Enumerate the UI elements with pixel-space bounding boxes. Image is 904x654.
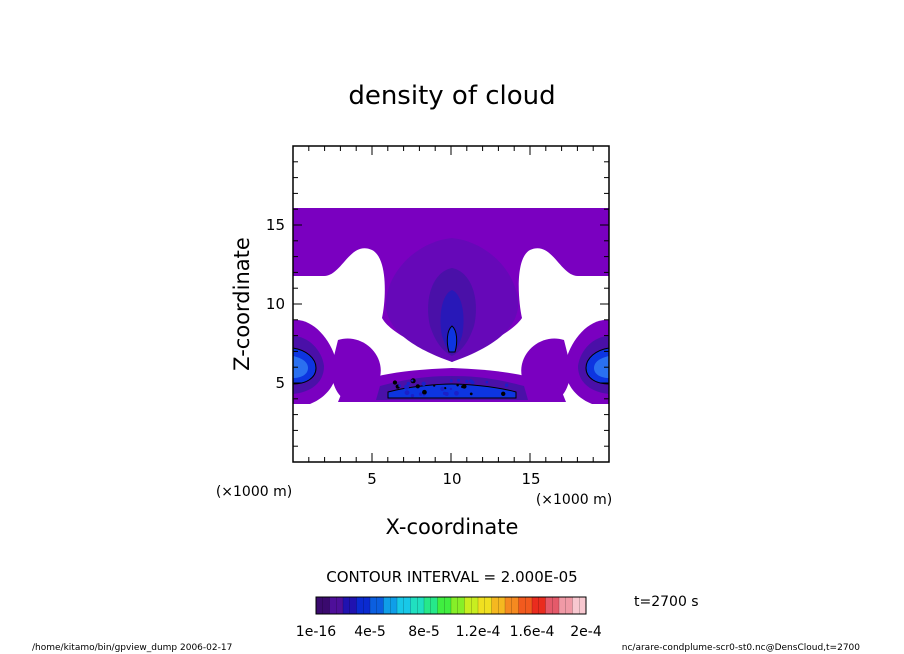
colorbar-swatch xyxy=(437,597,452,614)
ground-speckle xyxy=(392,380,398,385)
colorbar-labels: 1e-16 4e-5 8e-5 1.2e-4 1.6e-4 2e-4 xyxy=(296,624,602,640)
ground-speckle xyxy=(444,386,447,390)
ground-speckle xyxy=(454,390,459,396)
colorbar-swatch xyxy=(410,597,425,614)
colorbar-tick-label: 1.6e-4 xyxy=(510,624,555,640)
colorbar-swatch xyxy=(383,597,398,614)
contour-interval-label: CONTOUR INTERVAL = 2.000E-05 xyxy=(326,568,577,586)
footer-right: nc/arare-condplume-scr0-st0.nc@DensCloud… xyxy=(622,643,860,653)
ground-speckle xyxy=(421,381,426,386)
colorbar-swatch xyxy=(424,597,438,614)
y-tick-label-15: 15 xyxy=(266,216,285,234)
x-tick-label-5: 5 xyxy=(367,470,377,488)
ground-speckle xyxy=(411,379,414,382)
ground-speckle xyxy=(501,391,506,396)
colorbar-swatch xyxy=(518,597,533,614)
colorbar-swatch xyxy=(559,597,573,614)
y-axis-label: Z-coordinate xyxy=(230,237,254,371)
ground-speckle xyxy=(456,384,459,387)
y-unit-label: (×1000 m) xyxy=(216,484,292,500)
x-tick-label-15: 15 xyxy=(521,470,540,488)
ground-speckle xyxy=(398,384,402,388)
plot-area xyxy=(292,145,610,463)
colorbar-tick-label: 1.2e-4 xyxy=(456,624,501,640)
ground-speckle xyxy=(485,380,489,384)
colorbar-swatch xyxy=(356,597,371,614)
ground-speckle xyxy=(444,392,449,396)
y-tick-label-10: 10 xyxy=(266,295,285,313)
colorbar-swatch xyxy=(505,597,519,614)
density-field xyxy=(292,208,610,404)
ground-speckle xyxy=(465,379,469,384)
ground-speckle xyxy=(504,383,509,387)
ground-speckle xyxy=(469,392,473,396)
ground-speckle xyxy=(449,387,453,391)
ground-speckle xyxy=(418,392,423,396)
colorbar-swatch xyxy=(532,597,546,614)
ground-speckle xyxy=(449,379,453,383)
colorbar-swatch xyxy=(572,597,587,614)
colorbar-swatch xyxy=(464,597,479,614)
side-cloud-left-center xyxy=(293,356,308,378)
colorbar-tick-label: 2e-4 xyxy=(570,624,602,640)
colorbar-swatch xyxy=(545,597,560,614)
colorbar-swatch xyxy=(491,597,506,614)
time-label: t=2700 s xyxy=(634,594,699,610)
ground-speckles xyxy=(392,378,509,398)
central-plume-core xyxy=(446,325,458,353)
ground-speckle xyxy=(457,378,461,382)
colorbar-swatch xyxy=(397,597,411,614)
colorbar-frame xyxy=(315,596,587,615)
side-cloud-right-center xyxy=(594,356,609,378)
ground-speckle xyxy=(403,384,410,390)
colorbar-tick-label: 4e-5 xyxy=(354,624,385,640)
colorbar xyxy=(315,597,587,614)
ground-speckle xyxy=(422,389,427,395)
chart-title: density of cloud xyxy=(348,81,555,111)
ground-speckle xyxy=(440,386,445,391)
x-tick-label-10: 10 xyxy=(442,470,461,488)
ground-speckle xyxy=(433,384,436,387)
colorbar-swatch xyxy=(451,597,465,614)
colorbar-tick-label: 1e-16 xyxy=(296,624,336,640)
y-tick-label-5: 5 xyxy=(275,374,285,392)
colorbar-swatch xyxy=(329,597,344,614)
colorbar-swatch xyxy=(316,597,330,614)
central-plume-inner xyxy=(440,290,464,354)
footer-left: /home/kitamo/bin/gpview_dump 2006-02-17 xyxy=(32,643,232,653)
ground-speckle xyxy=(410,394,415,398)
colorbar-swatch xyxy=(370,597,384,614)
ground-speckle xyxy=(461,385,464,389)
colorbar-tick-label: 8e-5 xyxy=(408,624,439,640)
ground-speckle xyxy=(404,390,410,396)
colorbar-swatch xyxy=(478,597,492,614)
x-axis-label: X-coordinate xyxy=(386,515,519,539)
ground-speckle xyxy=(470,380,475,385)
ground-speckle xyxy=(406,381,411,386)
ground-speckle xyxy=(422,394,426,397)
x-unit-label: (×1000 m) xyxy=(536,492,612,508)
ground-speckle xyxy=(415,384,420,389)
colorbar-swatch xyxy=(343,597,357,614)
axis-ticks xyxy=(293,146,609,462)
